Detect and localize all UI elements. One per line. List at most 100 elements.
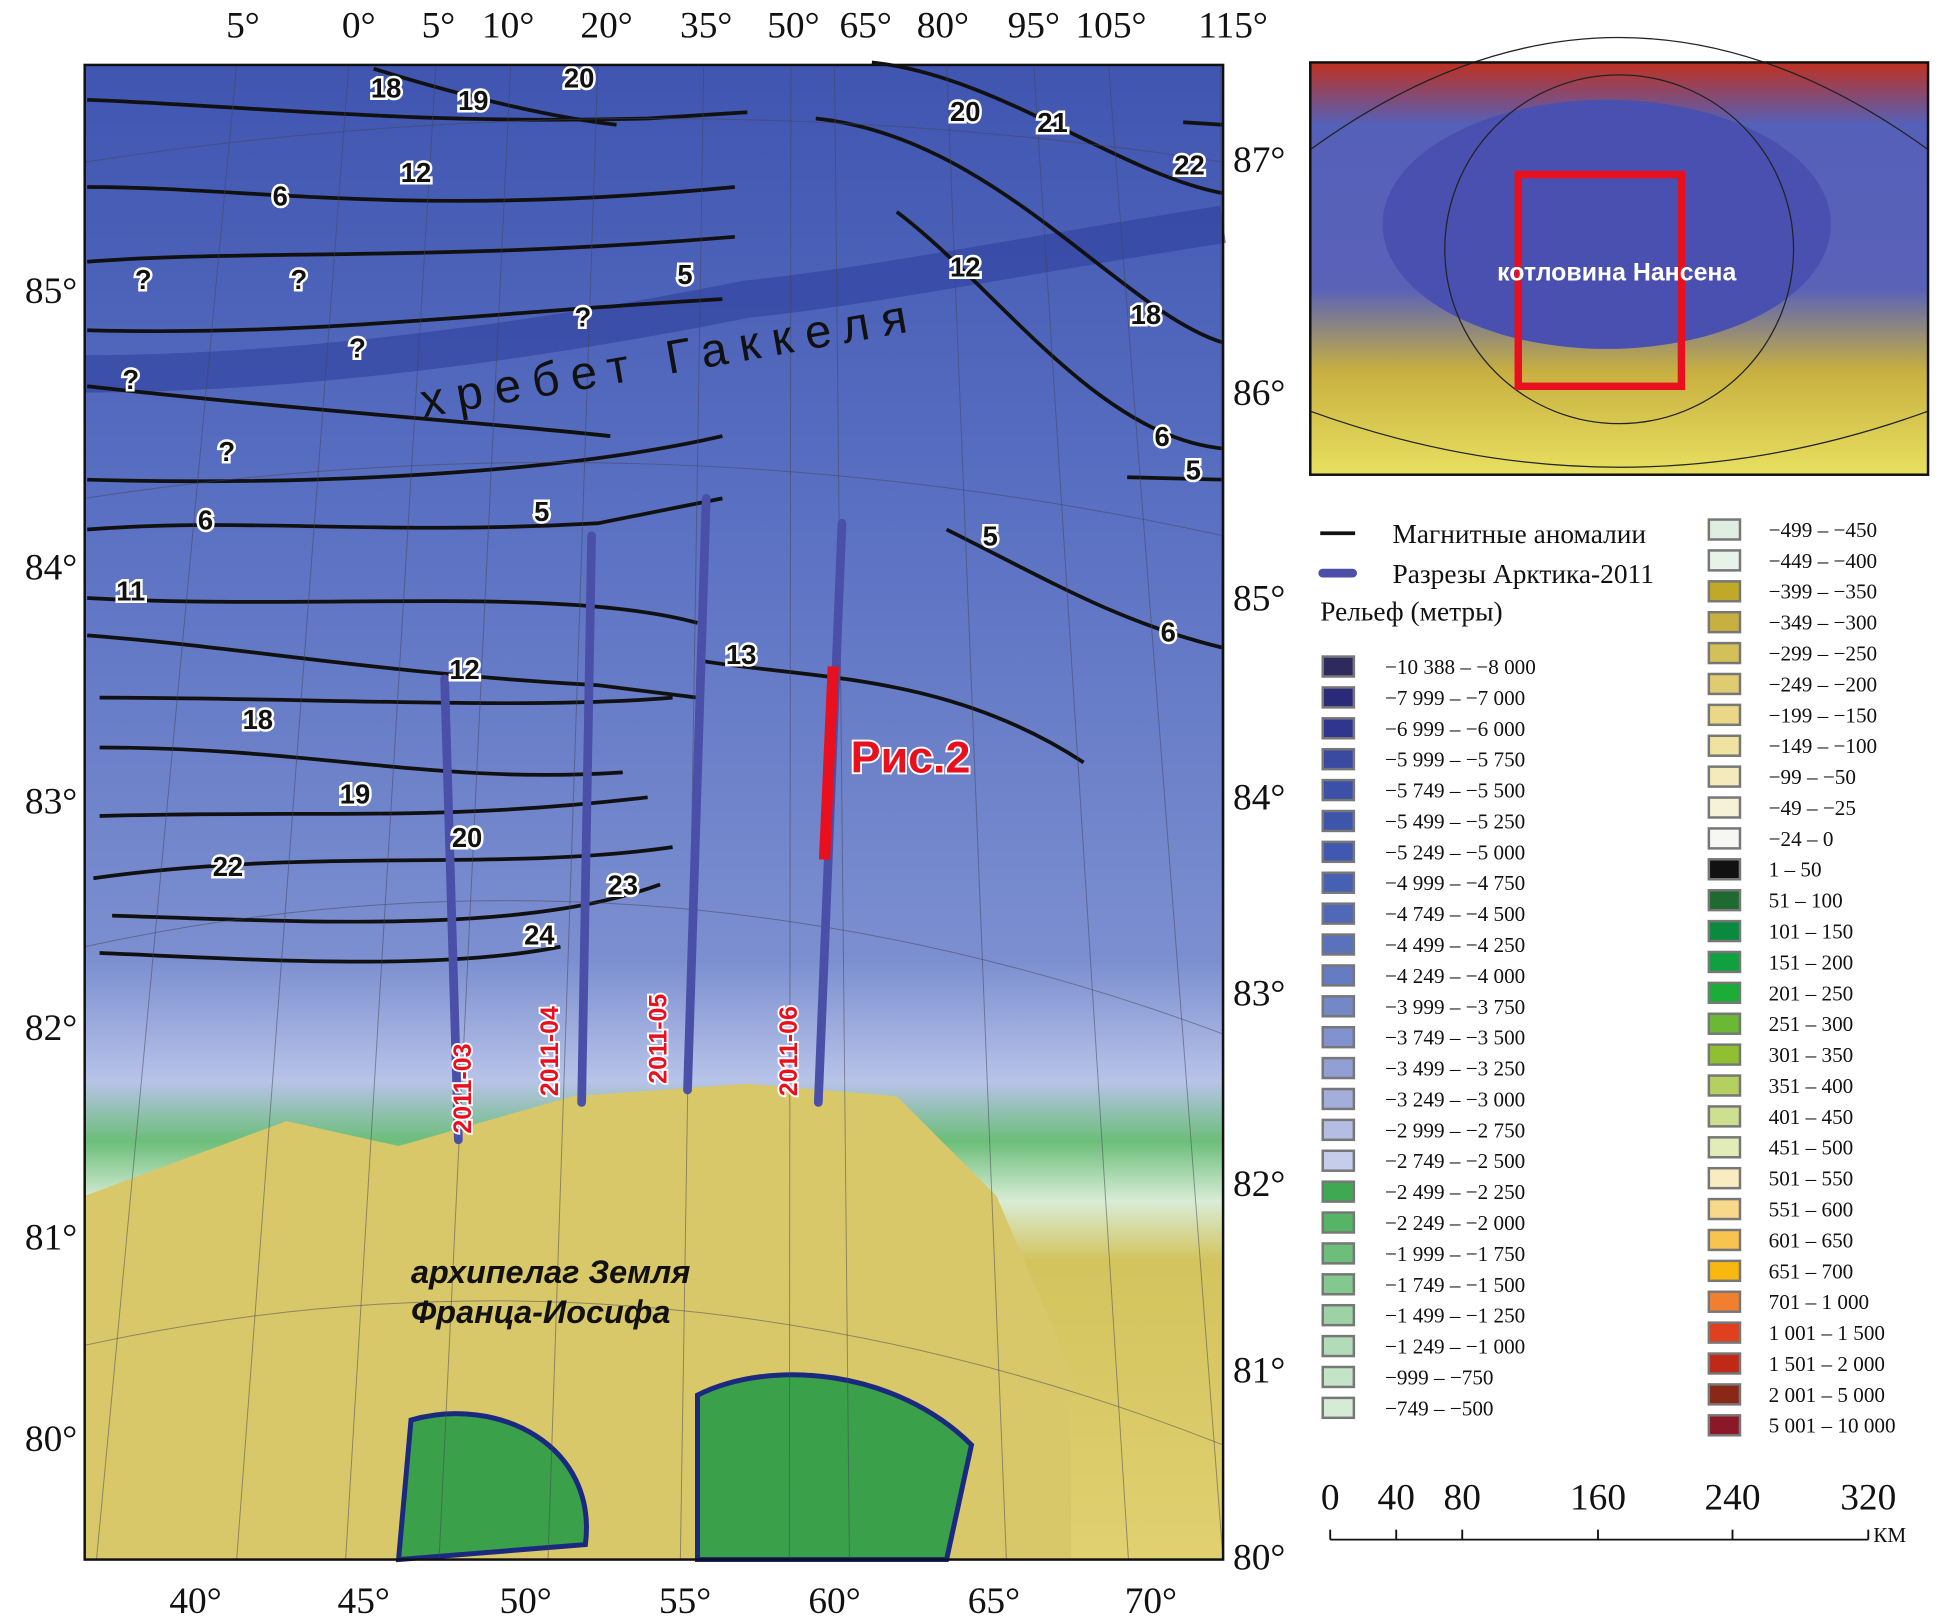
figure-2-segment [818,666,839,860]
bottom-axis-label: 45° [338,1581,390,1622]
legend-label: −5 999 – −5 750 [1385,748,1525,772]
anomaly-label: 22 [1174,150,1204,181]
right-axis-label: 83° [1233,973,1285,1014]
legend-swatch [1707,518,1742,541]
scale-bar: 0 40 80 160 240 320 КМ [1321,1478,1906,1547]
map-frame [83,63,1225,1561]
legend-swatch [1321,1149,1356,1172]
legend-label: −149 – −100 [1769,734,1877,758]
legend-swatch [1321,1334,1356,1358]
right-axis-label: 86° [1233,373,1285,414]
anomaly-line [87,596,698,625]
legend-label: −1 499 – −1 250 [1385,1304,1525,1328]
legend-swatch [1707,796,1742,819]
anomaly-line [99,944,561,964]
legend-magnetic: Магнитные аномалии [1392,519,1646,549]
legend-swatch [1707,1383,1742,1406]
legend-profiles: Разрезы Арктика-2011 [1392,559,1653,589]
legend-swatch [1707,1136,1742,1159]
legend-swatch [1707,1043,1742,1066]
anomaly-line [87,234,736,264]
anomaly-label: 19 [458,85,488,116]
legend-swatch [1321,809,1356,833]
inset-graticule [1309,37,1929,468]
anomaly-label: 24 [524,919,555,950]
legend-label: −5 249 – −5 000 [1385,840,1525,864]
legend-label: −299 – −250 [1769,642,1877,666]
legend-swatch [1321,1303,1356,1327]
meridian-line [438,64,512,1560]
bottom-axis-label: 65° [968,1581,1020,1622]
legend-swatch [1321,778,1356,802]
anomaly-label: 12 [950,252,980,283]
profile-line [683,494,711,1095]
legend-swatch [1707,1228,1742,1252]
archipelago-label-1: архипелаг Земля [411,1254,690,1290]
archipelago-label-2: Франца-Иосифа [411,1294,670,1330]
legend-swatch [1707,1321,1742,1344]
scale-tick-label: 40 [1378,1478,1415,1519]
anomaly-line [945,527,1224,650]
legend-swatch [1321,717,1356,740]
anomaly-line [86,384,611,438]
anomaly-label: 6 [273,181,288,212]
legend-label: −4 999 – −4 750 [1385,871,1525,895]
anomaly-line [871,60,1224,196]
meridian-line [946,64,1007,1560]
anomaly-label: 6 [1161,617,1176,648]
anomaly-label: 19 [340,779,370,810]
legend-label: −7 999 – −7 000 [1385,686,1525,710]
legend-swatch [1321,964,1356,987]
meridian-line [1108,64,1224,1560]
legend-swatch [1321,840,1356,864]
legend-swatch [1321,655,1356,678]
top-axis-label: 5° [226,6,260,47]
legend-swatch [1321,1025,1356,1049]
axis-labels: 5° 0° 5° 10° 20° 35° 50° 65° 80° 95° 105° 115° 40° 45… [25,6,1285,1622]
figure-ref-label: Рис.2 [851,731,971,782]
legend-swatch [1321,1211,1356,1234]
legend-swatch [1707,672,1742,696]
legend-swatch [1321,747,1356,771]
anomaly-label: 20 [452,822,482,853]
anomaly-line [87,496,723,532]
scale-tick-label: 80 [1444,1478,1481,1519]
anomaly-label: ? [122,364,139,395]
meridian-line [1033,64,1129,1560]
legend-swatch [1321,1056,1356,1080]
anomaly-label: 11 [116,576,145,607]
anomaly-label: 13 [726,639,756,670]
legend-label: −3 499 – −3 250 [1385,1057,1525,1081]
left-axis-label: 82° [25,1008,77,1049]
legend-swatch [1321,1087,1356,1111]
left-axis-label: 85° [25,271,77,312]
legend-label: 201 – 250 [1769,981,1854,1005]
legend-label: 451 – 500 [1769,1136,1854,1160]
legend-label: 351 – 400 [1769,1074,1854,1098]
legend-swatch [1707,981,1742,1005]
legend-label: −449 – −400 [1769,549,1877,573]
anomaly-label: 6 [198,505,213,536]
anomaly-label: 20 [950,96,980,127]
profile-label: 2011-03 [449,1044,477,1134]
legend-label: −99 – −50 [1769,765,1856,789]
legend-swatch [1707,1166,1742,1190]
legend-label: 251 – 300 [1769,1012,1854,1036]
anomaly-label: 18 [371,72,401,103]
legend-label: −2 249 – −2 000 [1385,1211,1525,1235]
right-axis-label: 81° [1233,1351,1285,1392]
legend-swatch [1707,1197,1742,1221]
legend-relief-title: Рельеф (метры) [1320,596,1502,626]
anomaly-label: 22 [213,851,243,882]
legend-swatch [1321,871,1356,894]
legend-label: −4 249 – −4 000 [1385,964,1525,988]
anomaly-label: 20 [564,62,594,93]
anomaly-line [93,845,673,881]
legend-label: −5 499 – −5 250 [1385,809,1525,833]
legend-swatch [1321,686,1356,709]
legend-label: −2 999 – −2 750 [1385,1118,1525,1142]
legend: Магнитные аномалии Разрезы Арктика-2011 … [1318,518,1896,1438]
anomaly-line [1127,475,1224,482]
legend-label: −999 – −750 [1385,1365,1494,1389]
inset-graticule [1444,74,1795,425]
